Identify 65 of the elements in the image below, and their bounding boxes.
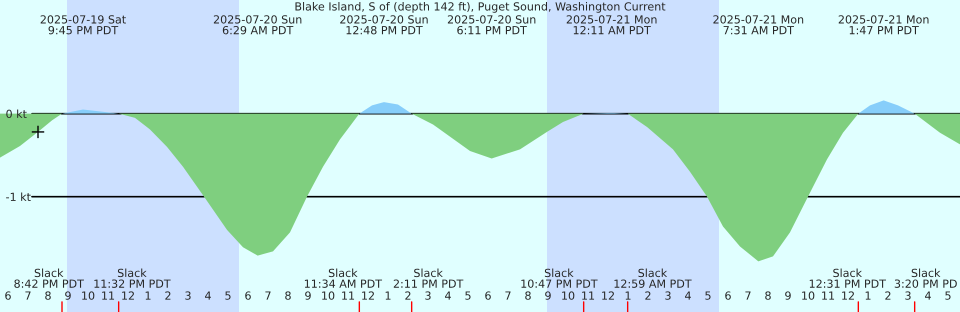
annotation: Slack 12:31 PM PDT xyxy=(810,268,886,288)
x-tick-label: 9 xyxy=(65,291,71,300)
annotation: 2025-07-20 Sun 6:11 PM PDT xyxy=(448,15,536,34)
x-tick-label: 3 xyxy=(905,291,911,300)
x-tick-label: 8 xyxy=(765,291,771,300)
x-tick-label: 11 xyxy=(102,292,114,300)
x-tick-label: 2 xyxy=(165,291,170,300)
x-tick-label: 9 xyxy=(545,291,551,300)
x-tick-label: 9 xyxy=(305,291,311,300)
x-tick-label: 7 xyxy=(25,292,31,300)
x-tick-label: 2 xyxy=(405,291,410,300)
x-tick-label: 2 xyxy=(885,291,890,300)
x-tick-label: 8 xyxy=(525,291,531,300)
x-tick-label: 12 xyxy=(842,291,854,300)
x-tick-label: 4 xyxy=(685,292,691,300)
annotation: Slack 2:11 PM PDT xyxy=(394,268,464,288)
annotation: 2025-07-21 Mon 1:47 PM PDT xyxy=(838,15,928,34)
x-tick-label: 1 xyxy=(866,292,871,300)
x-tick-label: 1 xyxy=(386,292,391,300)
x-tick-label: 7 xyxy=(505,292,511,300)
x-tick-label: 12 xyxy=(122,291,134,300)
x-tick-label: 6 xyxy=(245,291,251,300)
x-tick-label: 4 xyxy=(445,292,451,300)
x-tick-label: 2 xyxy=(645,291,650,300)
x-tick-label: 11 xyxy=(342,292,354,300)
x-tick-label: 5 xyxy=(705,292,711,300)
y-tick-label: -1 kt xyxy=(6,192,31,201)
x-tick-label: 5 xyxy=(945,292,951,300)
annotation: Slack 10:47 PM PDT xyxy=(521,268,598,288)
x-tick-label: 8 xyxy=(45,291,51,300)
x-tick-label: 7 xyxy=(265,292,271,300)
x-tick-label: 3 xyxy=(425,291,431,300)
annotation: Slack 11:34 AM PDT xyxy=(304,268,382,288)
x-tick-label: 6 xyxy=(485,291,491,300)
annotation: Slack 8:42 PM PDT xyxy=(14,268,84,288)
x-tick-label: 5 xyxy=(465,292,471,300)
x-tick-label: 6 xyxy=(725,291,731,300)
x-tick-label: 6 xyxy=(5,291,11,300)
annotation: Slack 11:32 PM PDT xyxy=(94,268,171,288)
annotation: 2025-07-21 Mon 7:31 AM PDT xyxy=(713,15,804,34)
annotation: 2025-07-20 Sun 6:29 AM PDT xyxy=(214,15,302,34)
annotation: 2025-07-20 Sun 12:48 PM PDT xyxy=(340,15,428,34)
x-tick-label: 3 xyxy=(665,291,671,300)
x-tick-label: 9 xyxy=(785,291,791,300)
x-tick-label: 4 xyxy=(205,292,211,300)
x-tick-label: 3 xyxy=(185,291,191,300)
x-tick-label: 1 xyxy=(626,292,631,300)
x-tick-label: 4 xyxy=(925,292,931,300)
x-tick-label: 8 xyxy=(285,291,291,300)
x-tick-label: 10 xyxy=(322,291,334,300)
x-tick-label: 11 xyxy=(822,292,834,300)
x-tick-label: 10 xyxy=(802,291,814,300)
x-tick-label: 1 xyxy=(146,292,151,300)
x-tick-label: 5 xyxy=(225,292,231,300)
x-tick-label: 12 xyxy=(602,291,614,300)
x-tick-label: 7 xyxy=(745,292,751,300)
x-tick-label: 10 xyxy=(562,291,574,300)
annotation: 2025-07-19 Sat 9:45 PM PDT xyxy=(40,15,126,34)
x-tick-label: 10 xyxy=(82,291,94,300)
chart-title: Blake Island, S of (depth 142 ft), Puget Sound, Washington Current xyxy=(295,2,666,13)
annotation: 2025-07-21 Mon 12:11 AM PDT xyxy=(566,15,656,34)
annotation: Slack 12:59 AM PDT xyxy=(614,268,692,288)
x-tick-label: 12 xyxy=(362,291,374,300)
x-tick-label: 11 xyxy=(582,292,594,300)
annotation: Slack 3:20 PM PD xyxy=(894,268,957,288)
